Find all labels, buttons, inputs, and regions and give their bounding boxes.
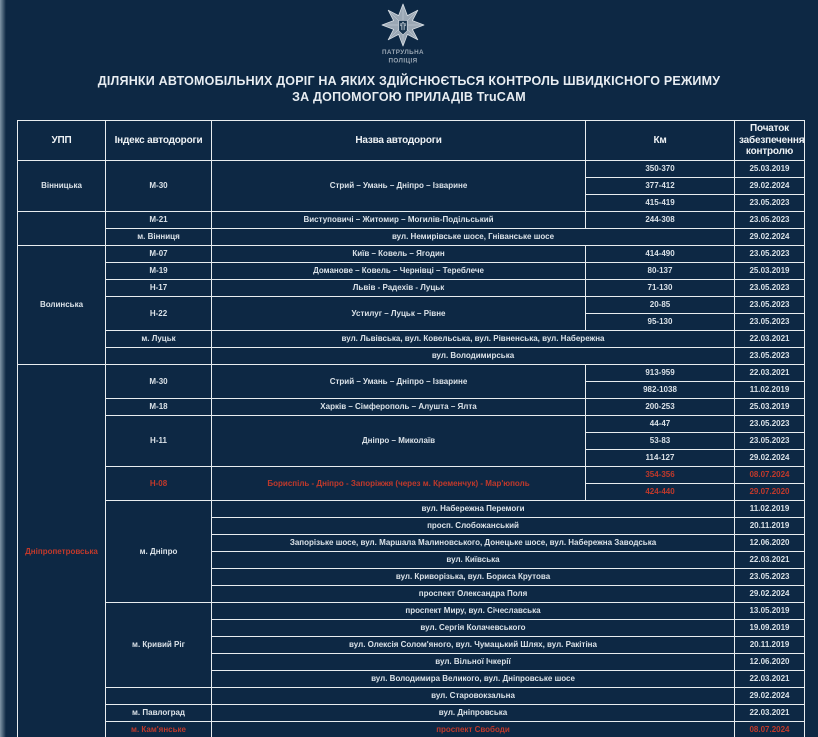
svg-text:ПАТРУЛЬНА: ПАТРУЛЬНА [382, 49, 424, 56]
svg-text:ПОЛІЦІЯ: ПОЛІЦІЯ [388, 58, 417, 65]
